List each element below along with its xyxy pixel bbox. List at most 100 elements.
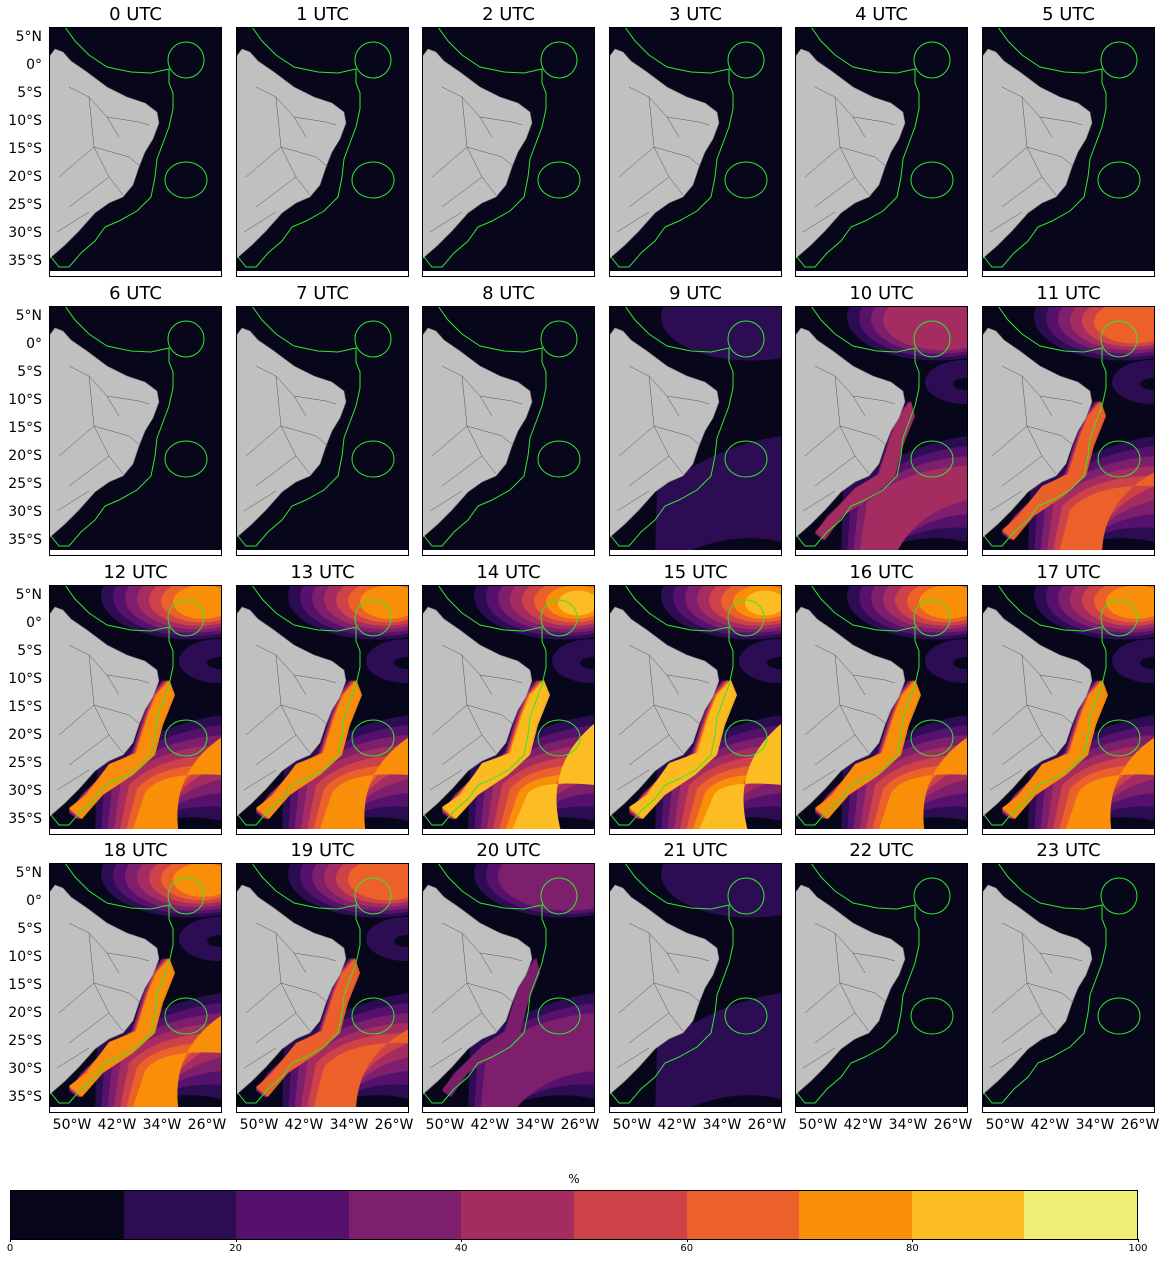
state-border <box>441 365 493 417</box>
island-zone-south <box>537 719 581 757</box>
lon-tick-label: 26°W <box>187 1117 227 1133</box>
hourly-map-panel: 0 UTC <box>49 4 222 277</box>
state-border <box>628 86 680 138</box>
lat-tick-label: 20°S <box>8 727 42 743</box>
map-canvas <box>982 27 1155 277</box>
state-border <box>852 395 896 405</box>
panel-bottom-strip <box>795 829 968 835</box>
ocean-field-band <box>1064 737 1155 835</box>
lon-tick-label: 42°W <box>284 1117 324 1133</box>
island-zone-south <box>351 997 395 1035</box>
island-zone-north <box>167 41 205 79</box>
state-border <box>991 425 1028 457</box>
lat-tick-label: 5°S <box>17 85 42 101</box>
panel-title: 10 UTC <box>849 283 914 304</box>
ocean-low-core <box>207 935 222 947</box>
state-border <box>293 952 337 962</box>
panel-bottom-strip <box>422 829 595 835</box>
panel-frame <box>982 306 1155 556</box>
panel-title: 22 UTC <box>849 840 914 861</box>
state-border <box>93 982 142 1004</box>
lon-tick-label: 34°W <box>1075 1117 1115 1133</box>
ocean-field-plume <box>348 863 409 901</box>
ocean-low-core <box>207 657 222 669</box>
state-border <box>243 490 277 512</box>
ocean-field-band <box>480 1013 595 1113</box>
state-border <box>68 86 120 138</box>
state-border <box>255 922 307 974</box>
eez-boundary <box>796 863 920 1104</box>
coastal-field-band <box>256 680 362 819</box>
lat-tick-label: 30°S <box>8 1061 42 1077</box>
colorbar-tick-label: 60 <box>672 1239 702 1256</box>
ocean-low-core <box>1140 657 1155 669</box>
island-zone-north <box>913 320 951 358</box>
state-border <box>666 116 710 126</box>
island-zone-south <box>910 161 954 199</box>
lat-tick-label: 0° <box>26 893 42 909</box>
state-border <box>1001 365 1053 417</box>
lat-tick-label: 25°S <box>8 1033 42 1049</box>
state-border <box>106 952 150 962</box>
map-canvas <box>982 863 1155 1113</box>
state-border <box>293 674 337 684</box>
map-canvas <box>236 585 409 835</box>
state-border <box>1001 922 1053 974</box>
eez-boundary <box>237 306 361 547</box>
coastal-field-band <box>1002 680 1108 819</box>
panel-title: 15 UTC <box>663 562 728 583</box>
island-zone-south <box>351 161 395 199</box>
ocean-low-core <box>953 657 968 669</box>
hourly-map-panel: 11 UTC <box>982 283 1155 556</box>
panel-frame <box>49 863 222 1113</box>
map-canvas <box>422 306 595 556</box>
island-zone-south <box>537 440 581 478</box>
colorbar-label: % <box>568 1172 580 1186</box>
eez-boundary <box>983 863 1107 1104</box>
state-border <box>1026 146 1075 168</box>
state-border <box>991 704 1028 736</box>
panel-bottom-strip <box>236 1107 409 1113</box>
lat-tick-label: 5°S <box>17 921 42 937</box>
ocean-low-region <box>366 917 409 961</box>
state-border <box>429 769 463 791</box>
panel-frame <box>609 27 782 277</box>
hourly-map-panel: 14 UTC <box>422 562 595 835</box>
map-canvas <box>795 306 968 556</box>
hourly-map-panel: 13 UTC <box>236 562 409 835</box>
panel-bottom-strip <box>609 829 782 835</box>
lon-tick-label: 34°W <box>888 1117 928 1133</box>
state-border <box>616 490 650 512</box>
state-border <box>616 1047 650 1069</box>
ocean-low-region <box>925 360 968 404</box>
state-border <box>1026 704 1075 726</box>
map-canvas <box>795 585 968 835</box>
panel-bottom-strip <box>982 829 1155 835</box>
state-border <box>243 1047 277 1069</box>
coastal-field-band <box>629 680 737 819</box>
panel-bottom-strip <box>236 271 409 277</box>
colorbar-segment <box>573 1191 687 1239</box>
lat-tick-label: 15°S <box>8 420 42 436</box>
island-zone-north <box>354 41 392 79</box>
coastal-field-band <box>442 680 550 819</box>
lat-tick-label: 25°S <box>8 197 42 213</box>
map-canvas <box>422 27 595 277</box>
eez-boundary <box>610 863 734 1104</box>
colorbar-segment <box>461 1191 574 1239</box>
state-border <box>628 734 684 766</box>
island-zone-south <box>164 719 208 757</box>
state-border <box>618 704 655 736</box>
state-border <box>245 982 282 1014</box>
state-border <box>628 922 680 974</box>
ocean-low-core <box>1140 378 1155 390</box>
panel-frame <box>422 306 595 556</box>
panel-title: 0 UTC <box>109 4 162 25</box>
colorbar-segment <box>236 1191 349 1239</box>
state-border <box>1039 952 1083 962</box>
map-canvas <box>49 585 222 835</box>
ocean-field-band <box>655 436 782 556</box>
panel-bottom-strip <box>49 1107 222 1113</box>
state-border <box>989 769 1023 791</box>
state-border <box>991 146 1028 178</box>
